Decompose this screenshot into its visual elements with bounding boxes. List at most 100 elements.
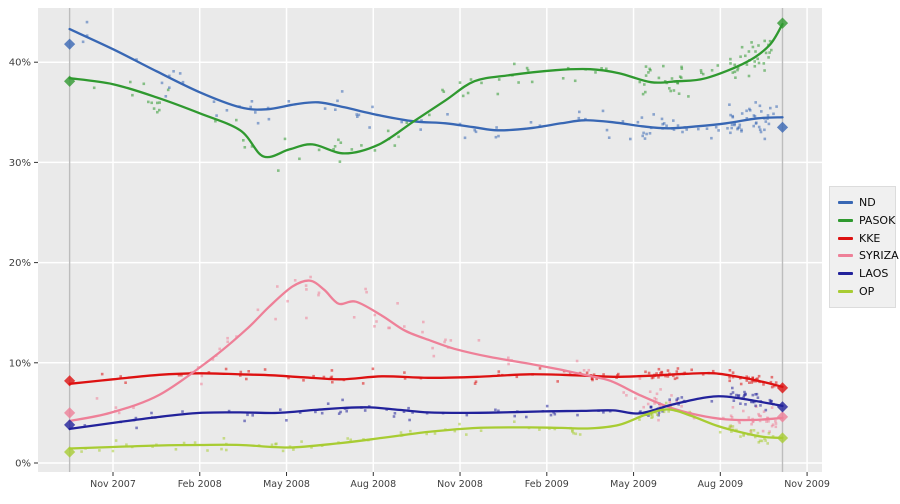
poll-point <box>263 368 267 371</box>
poll-point <box>605 128 609 132</box>
poll-point <box>407 406 410 410</box>
poll-point <box>602 411 605 414</box>
poll-point <box>731 375 735 379</box>
poll-point <box>750 422 753 426</box>
poll-point <box>643 137 647 140</box>
trend-line-KKE <box>68 371 784 388</box>
poll-point <box>239 370 243 374</box>
poll-point <box>664 401 668 405</box>
poll-point <box>657 367 661 371</box>
poll-point <box>647 71 650 74</box>
poll-point <box>758 104 762 108</box>
poll-point <box>754 393 757 396</box>
x-axis-tick-label: Nov 2008 <box>437 479 483 490</box>
poll-point <box>600 67 603 70</box>
poll-point <box>729 57 732 61</box>
poll-point <box>566 66 570 70</box>
poll-point <box>331 380 334 384</box>
poll-point <box>742 395 745 399</box>
poll-point <box>420 119 423 122</box>
poll-point <box>762 410 766 413</box>
poll-point <box>310 446 313 449</box>
poll-point <box>754 50 757 53</box>
poll-point <box>675 400 679 403</box>
poll-point <box>235 335 238 338</box>
poll-point <box>368 126 371 129</box>
poll-point <box>256 308 260 312</box>
poll-point <box>602 373 605 376</box>
poll-point <box>281 449 285 453</box>
poll-point <box>651 413 654 416</box>
poll-point <box>474 380 478 383</box>
poll-point <box>142 82 146 86</box>
poll-point <box>373 149 377 152</box>
poll-point <box>85 20 89 24</box>
legend-item-LAOS: LAOS <box>838 265 888 283</box>
poll-point <box>225 109 229 112</box>
poll-point <box>745 117 749 120</box>
poll-point <box>748 109 752 112</box>
poll-point <box>339 410 342 414</box>
poll-point <box>442 90 446 93</box>
poll-point <box>656 413 659 416</box>
legend-swatch-LAOS <box>838 272 853 276</box>
poll-point <box>530 80 534 84</box>
poll-point <box>751 400 755 404</box>
poll-point <box>757 61 761 65</box>
poll-point <box>768 430 771 433</box>
poll-point <box>751 45 755 49</box>
legend-item-SYRIZA: SYRIZA <box>838 247 899 265</box>
poll-point <box>657 418 660 422</box>
poll-point <box>206 449 209 452</box>
poll-point <box>515 375 519 379</box>
poll-point <box>158 101 161 104</box>
poll-point <box>254 111 257 114</box>
poll-point <box>677 92 681 95</box>
poll-point <box>753 400 756 404</box>
poll-point <box>729 424 732 427</box>
poll-point <box>744 54 747 58</box>
poll-point <box>726 127 729 130</box>
poll-point <box>765 420 768 423</box>
poll-point <box>131 93 134 97</box>
poll-point <box>526 68 530 72</box>
poll-point <box>728 379 731 383</box>
trend-line-OP <box>68 408 784 450</box>
poll-point <box>300 440 303 443</box>
poll-point <box>245 377 248 381</box>
poll-point <box>638 377 642 380</box>
poll-point <box>212 100 216 103</box>
poll-point <box>211 358 215 361</box>
poll-point <box>396 302 399 305</box>
poll-point <box>480 81 483 85</box>
poll-point <box>421 330 424 334</box>
poll-point <box>653 402 656 405</box>
poll-point <box>648 390 652 393</box>
poll-point <box>168 74 171 78</box>
poll-point <box>629 137 632 141</box>
poll-point <box>164 95 168 98</box>
poll-point <box>775 105 778 108</box>
poll-point <box>730 123 734 126</box>
poll-point <box>302 379 305 382</box>
poll-point <box>740 128 743 132</box>
poll-point <box>733 70 737 74</box>
poll-point <box>363 409 367 412</box>
election-result-KKE <box>776 382 789 394</box>
poll-point <box>667 410 670 413</box>
poll-point <box>616 374 619 377</box>
poll-point <box>371 105 374 109</box>
poll-point <box>759 404 762 407</box>
poll-point <box>422 320 425 324</box>
poll-point <box>135 58 138 61</box>
poll-point <box>168 86 171 89</box>
poll-point <box>357 113 361 117</box>
poll-point <box>659 388 662 391</box>
poll-point <box>497 134 500 138</box>
poll-point <box>649 406 653 409</box>
poll-point <box>705 127 709 130</box>
poll-point <box>119 375 122 378</box>
poll-point <box>675 376 679 380</box>
